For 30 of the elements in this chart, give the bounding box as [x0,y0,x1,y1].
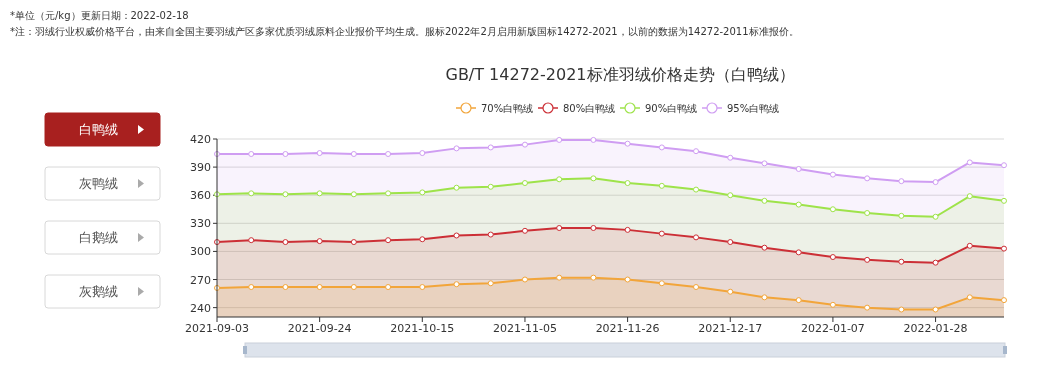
text: *注：羽绒行业权威价格平台，由来自全国主要羽绒产区多家优质羽绒原料企业报价平均生成。服标2022年2月启用新版国标14272-2021，以前的数据为14272-2011标准报价。 [10,26,799,37]
x-tick-label: 2021-11-05 [492,322,557,335]
legend-item: 90%白鸭绒 [619,102,698,114]
button: 白鸭绒 [44,112,161,147]
chart-title: GB/T 14272-2021标准羽绒价格走势（白鸭绒） [445,65,795,84]
legend-item: 80%白鸭绒 [537,102,616,114]
button: 灰鸭绒 [44,166,161,201]
y-tick-label: 390 [190,161,211,175]
x-tick-label: 2021-09-03 [185,322,249,335]
legend-label: 70%白鸭绒 [481,103,534,114]
legend-item: 70%白鸭绒 [455,102,534,114]
legend-label: 95%白鸭绒 [727,103,780,114]
x-tick-label: 2022-01-07 [800,322,865,335]
text: *单位（元/kg）更新日期：2022-02-18 [10,10,189,21]
x-tick-label: 2021-12-17 [698,322,763,335]
y-tick-label: 270 [190,273,211,287]
x-tick-label: 2022-01-28 [903,322,968,335]
x-tick-label: 2021-09-24 [287,322,352,335]
legend-label: 90%白鸭绒 [645,103,698,114]
y-tick-label: 330 [190,217,211,231]
x-tick-label: 2021-11-26 [595,322,660,335]
legend-item: 95%白鸭绒 [701,102,780,114]
y-tick-label: 360 [190,189,211,203]
button: 灰鹅绒 [44,274,161,309]
y-tick-label: 300 [190,245,211,259]
y-tick-label: 240 [190,301,211,315]
legend-label: 80%白鸭绒 [563,103,616,114]
button: 白鹅绒 [44,220,161,255]
y-tick-label: 420 [190,133,211,146]
x-tick-label: 2021-10-15 [390,322,455,335]
